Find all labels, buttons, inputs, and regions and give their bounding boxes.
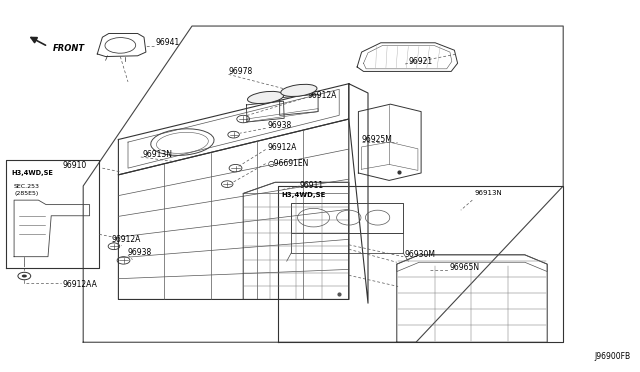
Text: 96913N: 96913N — [475, 190, 502, 196]
Text: 96912AA: 96912AA — [63, 280, 97, 289]
Text: 96941: 96941 — [156, 38, 180, 47]
Text: J96900FB: J96900FB — [595, 352, 630, 361]
Text: 96930M: 96930M — [404, 250, 435, 259]
Text: ○96691EN: ○96691EN — [268, 159, 309, 168]
Text: 96938: 96938 — [268, 121, 292, 130]
Ellipse shape — [248, 92, 284, 103]
Text: 96911: 96911 — [300, 182, 324, 190]
Circle shape — [22, 275, 27, 278]
Text: 96910: 96910 — [63, 161, 87, 170]
Text: 96965N: 96965N — [450, 263, 480, 272]
Text: SEC.253: SEC.253 — [14, 183, 40, 189]
Text: 96978: 96978 — [228, 67, 253, 76]
Text: (285E5): (285E5) — [14, 191, 38, 196]
Text: 96938: 96938 — [128, 248, 152, 257]
Text: 96925M: 96925M — [362, 135, 392, 144]
Text: 96912A: 96912A — [112, 235, 141, 244]
Text: H3,4WD,SE: H3,4WD,SE — [282, 192, 326, 198]
Text: 96912A: 96912A — [268, 143, 297, 152]
Text: 96921: 96921 — [408, 57, 433, 66]
Text: H3,4WD,SE: H3,4WD,SE — [12, 170, 53, 176]
Text: FRONT: FRONT — [52, 44, 84, 53]
Text: 96913N: 96913N — [142, 150, 172, 159]
Text: 96912A: 96912A — [307, 91, 337, 100]
Ellipse shape — [281, 84, 317, 96]
